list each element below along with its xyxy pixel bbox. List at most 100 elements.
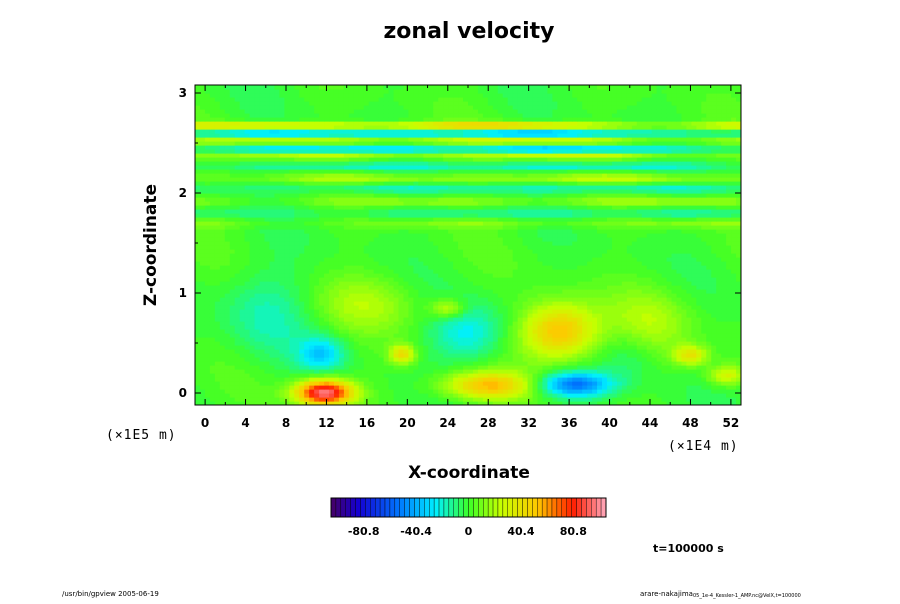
heatmap-cell [587,273,593,278]
heatmap-cell [209,365,216,370]
heatmap-cell [532,297,539,302]
heatmap-cell [438,249,444,254]
heatmap-cell [388,321,395,326]
heatmap-cell [686,273,692,278]
heatmap-cell [319,301,325,306]
heatmap-cell [224,313,231,318]
heatmap-cell [726,393,732,398]
heatmap-cell [468,357,474,362]
heatmap-cell [577,253,583,258]
heatmap-cell [631,257,638,262]
heatmap-cell [289,365,295,370]
heatmap-cell [597,301,603,306]
heatmap-cell [472,317,479,322]
heatmap-cell [269,393,276,398]
heatmap-cell [433,361,439,366]
heatmap-cell [413,309,419,314]
heatmap-cell [214,393,221,398]
heatmap-cell [209,329,216,334]
heatmap-cell [681,401,687,405]
heatmap-cell [438,365,444,370]
heatmap-cell [254,285,261,290]
heatmap-cell [592,261,598,266]
heatmap-cell [289,225,295,230]
heatmap-cell [204,245,211,250]
heatmap-cell [239,373,246,378]
heatmap-cell [626,277,633,282]
heatmap-cell [418,229,424,234]
heatmap-cell [726,317,732,322]
heatmap-cell [448,285,454,290]
heatmap-cell [482,349,489,354]
heatmap-cell [706,397,712,402]
heatmap-cell [224,385,231,390]
heatmap-cell [691,357,697,362]
heatmap-cell [383,325,390,330]
heatmap-cell [562,357,568,362]
heatmap-cell [542,377,549,382]
heatmap-cell [299,365,305,370]
heatmap-cell [244,293,251,298]
heatmap-cell [602,257,608,262]
heatmap-cell [716,233,722,238]
heatmap-cell [656,369,663,374]
heatmap-cell [438,273,444,278]
heatmap-cell [696,249,702,254]
heatmap-cell [224,241,231,246]
heatmap-cell [368,317,375,322]
heatmap-cell [368,325,375,330]
heatmap-cell [577,281,583,286]
heatmap-cell [358,269,365,274]
heatmap-cell [532,369,539,374]
heatmap-cell [353,261,360,266]
heatmap-cell [309,313,315,318]
heatmap-cell [487,281,494,286]
heatmap-cell [542,273,549,278]
heatmap-cell [661,361,668,366]
heatmap-cell [696,345,702,350]
heatmap-cell [676,305,683,310]
heatmap-cell [726,337,732,342]
heatmap-cell [393,317,400,322]
heatmap-cell [333,301,340,306]
heatmap-cell [472,301,479,306]
heatmap-cell [502,241,509,246]
heatmap-cell [195,293,201,298]
heatmap-cell [304,225,310,230]
heatmap-cell [592,337,598,342]
heatmap-cell [264,301,271,306]
heatmap-cell [338,309,345,314]
heatmap-cell [463,297,469,302]
heatmap-cell [641,289,648,294]
heatmap-cell [279,385,285,390]
heatmap-cell [264,281,271,286]
heatmap-cell [229,401,236,405]
heatmap-cell [616,357,623,362]
heatmap-cell [716,301,722,306]
heatmap-cell [373,285,380,290]
heatmap-cell [289,293,295,298]
heatmap-cell [453,317,459,322]
heatmap-cell [458,341,464,346]
heatmap-cell [284,249,290,254]
heatmap-cell [363,349,370,354]
heatmap-cell [666,257,673,262]
heatmap-cell [195,229,201,234]
heatmap-cell [224,281,231,286]
heatmap-cell [512,301,519,306]
heatmap-cell [254,373,261,378]
heatmap-cell [195,357,201,362]
heatmap-cell [636,229,643,234]
heatmap-cell [686,353,692,358]
heatmap-cell [631,249,638,254]
heatmap-cell [398,325,405,330]
heatmap-cell [408,337,414,342]
heatmap-cell [651,325,658,330]
heatmap-cell [264,357,271,362]
heatmap-cell [378,325,385,330]
heatmap-cell [577,369,583,374]
heatmap-cell [517,281,524,286]
heatmap-cell [408,321,414,326]
heatmap-cell [616,385,623,390]
heatmap-cell [631,293,638,298]
